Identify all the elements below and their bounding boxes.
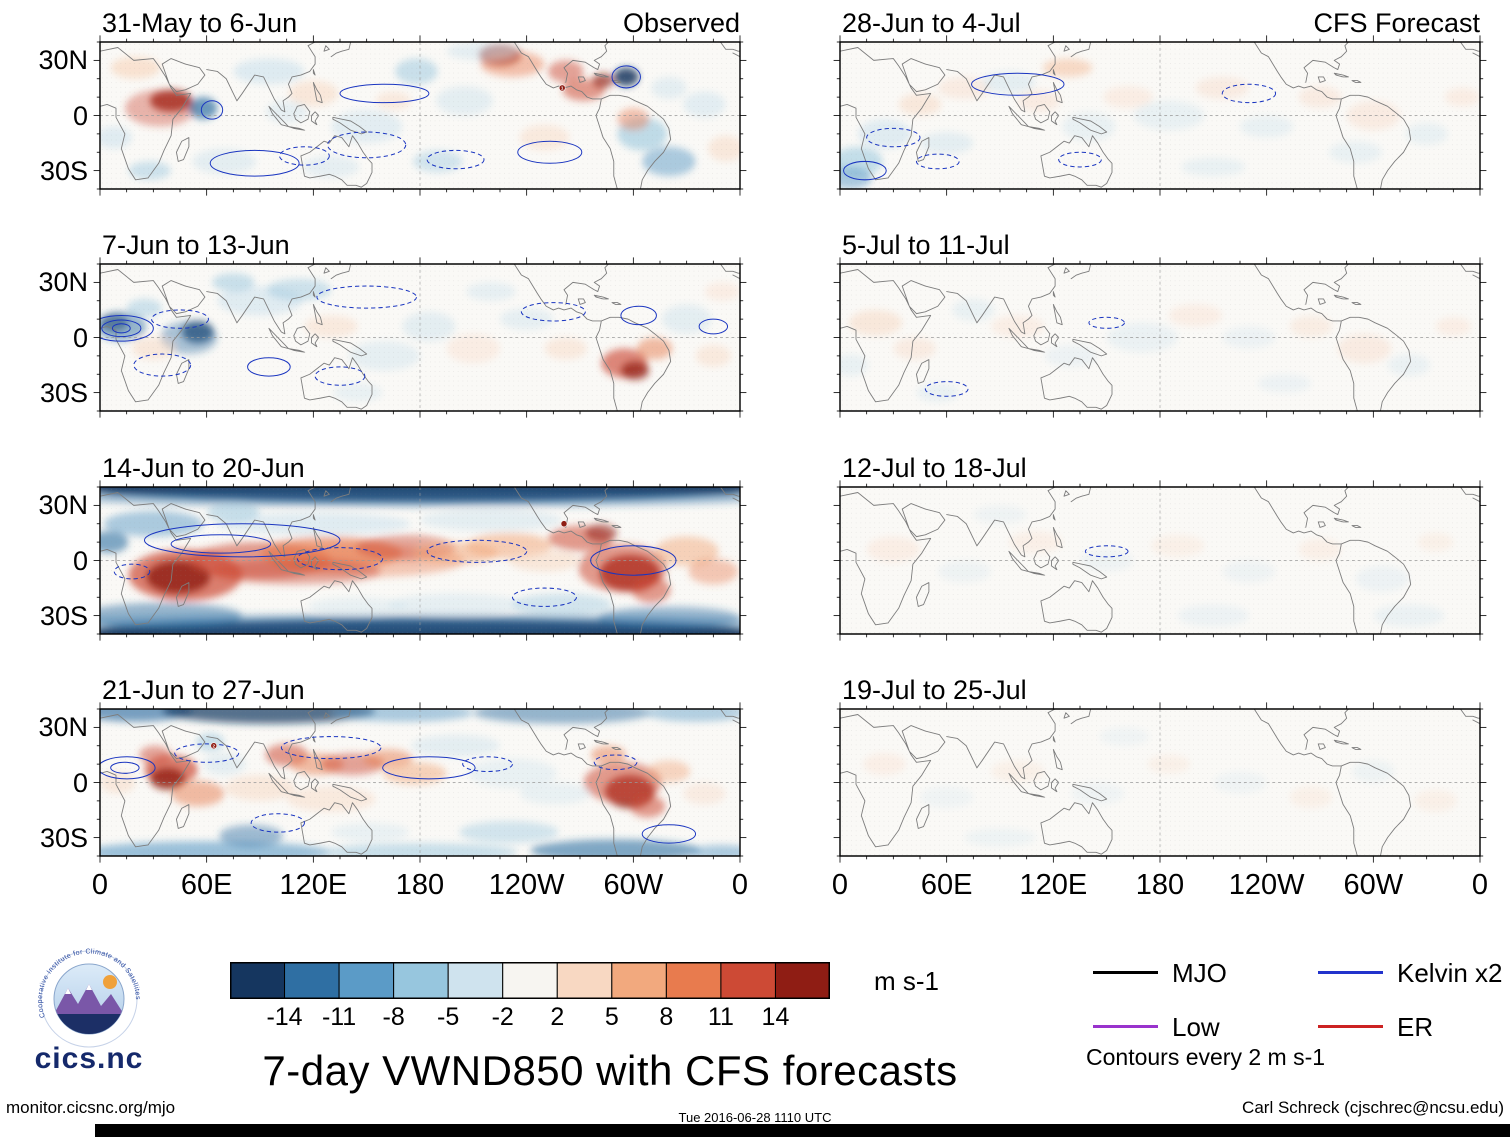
legend-label-mjo: MJO xyxy=(1172,958,1227,988)
column-heading: CFS Forecast xyxy=(1313,8,1480,38)
map-panel-r2 xyxy=(833,257,1487,418)
y-tick-label: 30N xyxy=(38,712,88,743)
logo-wordmark: cics.nc xyxy=(34,1042,144,1075)
x-tick-label: 60W xyxy=(1343,869,1404,901)
svg-text:2: 2 xyxy=(212,743,215,748)
map-panel-l4: 2 xyxy=(93,702,747,863)
colorbar-tick-label: -11 xyxy=(321,1003,357,1031)
map-svg xyxy=(833,480,1487,641)
svg-text:1: 1 xyxy=(561,86,564,91)
x-tick-label: 120E xyxy=(279,869,348,901)
map-svg xyxy=(833,702,1487,863)
colorbar-tick-label: -5 xyxy=(437,1003,460,1031)
y-tick-label: 30S xyxy=(39,377,88,408)
logo-scene xyxy=(54,975,124,1034)
y-tick-label: 0 xyxy=(72,767,88,798)
x-tick-label: 0 xyxy=(731,869,749,901)
map-panel-r3 xyxy=(833,480,1487,641)
colorbar xyxy=(230,962,830,999)
y-tick-label: 30N xyxy=(38,267,88,298)
map-svg: 1 xyxy=(93,35,747,196)
colorbar-tick-label: -14 xyxy=(266,1003,303,1031)
column-heading: Observed xyxy=(622,8,740,38)
legend-label-kelvin-x2: Kelvin x2 xyxy=(1397,958,1503,988)
x-tick-label: 60E xyxy=(920,869,973,901)
panel-title-r1: 28-Jun to 4-Jul xyxy=(842,8,1021,38)
legend-line-er xyxy=(1318,1025,1383,1028)
footer-timestamp: Tue 2016-06-28 1110 UTC xyxy=(678,1110,832,1125)
legend-label-low: Low xyxy=(1172,1012,1220,1042)
colorbar-tick-label: -2 xyxy=(491,1003,514,1031)
colorbar-tick-label: -8 xyxy=(382,1003,405,1031)
panel-title-l4: 21-Jun to 27-Jun xyxy=(102,675,305,705)
colorbar-tick-label: 8 xyxy=(659,1003,674,1031)
x-tick-label: 0 xyxy=(1471,869,1489,901)
map-panel-l2 xyxy=(93,257,747,418)
map-panel-r4 xyxy=(833,702,1487,863)
map-svg xyxy=(93,257,747,418)
x-tick-label: 180 xyxy=(395,869,445,901)
x-tick-label: 60E xyxy=(180,869,233,901)
colorbar-tick-label: 14 xyxy=(761,1003,790,1031)
figure-title: 7-day VWND850 with CFS forecasts xyxy=(262,1047,958,1094)
panel-title-l3: 14-Jun to 20-Jun xyxy=(102,453,305,483)
footer-author: Carl Schreck (cjschrec@ncsu.edu) xyxy=(1242,1098,1504,1117)
y-tick-label: 30N xyxy=(38,45,88,76)
x-tick-label: 120E xyxy=(1019,869,1088,901)
y-tick-label: 0 xyxy=(72,322,88,353)
y-tick-label: 30S xyxy=(39,822,88,853)
x-tick-label: 120W xyxy=(488,869,565,901)
cics-logo: Cooperative Institute for Climate and Sa… xyxy=(37,948,141,1048)
y-tick-label: 30N xyxy=(38,490,88,521)
legend-line-low xyxy=(1093,1025,1158,1028)
panel-title-r2: 5-Jul to 11-Jul xyxy=(842,230,1010,260)
legend-line-mjo xyxy=(1093,971,1158,974)
logo-mountains-icon xyxy=(54,984,124,1016)
logo-snowcap xyxy=(65,988,71,994)
y-tick-label: 0 xyxy=(72,100,88,131)
map-panel-r1 xyxy=(833,35,1487,196)
map-svg xyxy=(833,35,1487,196)
logo-snowcap xyxy=(86,984,92,990)
legend-note: Contours every 2 m s-1 xyxy=(1086,1044,1326,1070)
x-tick-label: 0 xyxy=(831,869,849,901)
panel-title-r4: 19-Jul to 25-Jul xyxy=(842,675,1027,705)
map-svg: 2 xyxy=(93,702,747,863)
y-tick-label: 30S xyxy=(39,155,88,186)
legend-label-er: ER xyxy=(1397,1012,1434,1042)
panel-title-r3: 12-Jul to 18-Jul xyxy=(842,453,1027,483)
colorbar-tick-label: 5 xyxy=(604,1003,619,1031)
bottom-bar xyxy=(95,1124,1510,1137)
panel-title-l1: 31-May to 6-Jun xyxy=(102,8,298,38)
map-svg xyxy=(93,480,747,641)
colorbar-units-label: m s-1 xyxy=(874,966,939,996)
logo-base xyxy=(54,1014,124,1034)
logo-sun-icon xyxy=(103,975,117,989)
colorbar-tick-label: 2 xyxy=(550,1003,565,1031)
panel-title-l2: 7-Jun to 13-Jun xyxy=(102,230,290,260)
y-tick-label: 30S xyxy=(39,600,88,631)
y-tick-label: 0 xyxy=(72,545,88,576)
legend-line-kelvin-x2 xyxy=(1318,971,1383,974)
footer-url: monitor.cicsnc.org/mjo xyxy=(6,1098,176,1117)
map-panel-l3 xyxy=(93,480,747,641)
x-tick-label: 180 xyxy=(1135,869,1185,901)
colorbar-tick-label: 11 xyxy=(707,1003,734,1031)
map-panel-l1: 1 xyxy=(93,35,747,196)
x-tick-label: 0 xyxy=(91,869,109,901)
x-tick-label: 120W xyxy=(1228,869,1305,901)
x-tick-label: 60W xyxy=(603,869,664,901)
map-svg xyxy=(833,257,1487,418)
